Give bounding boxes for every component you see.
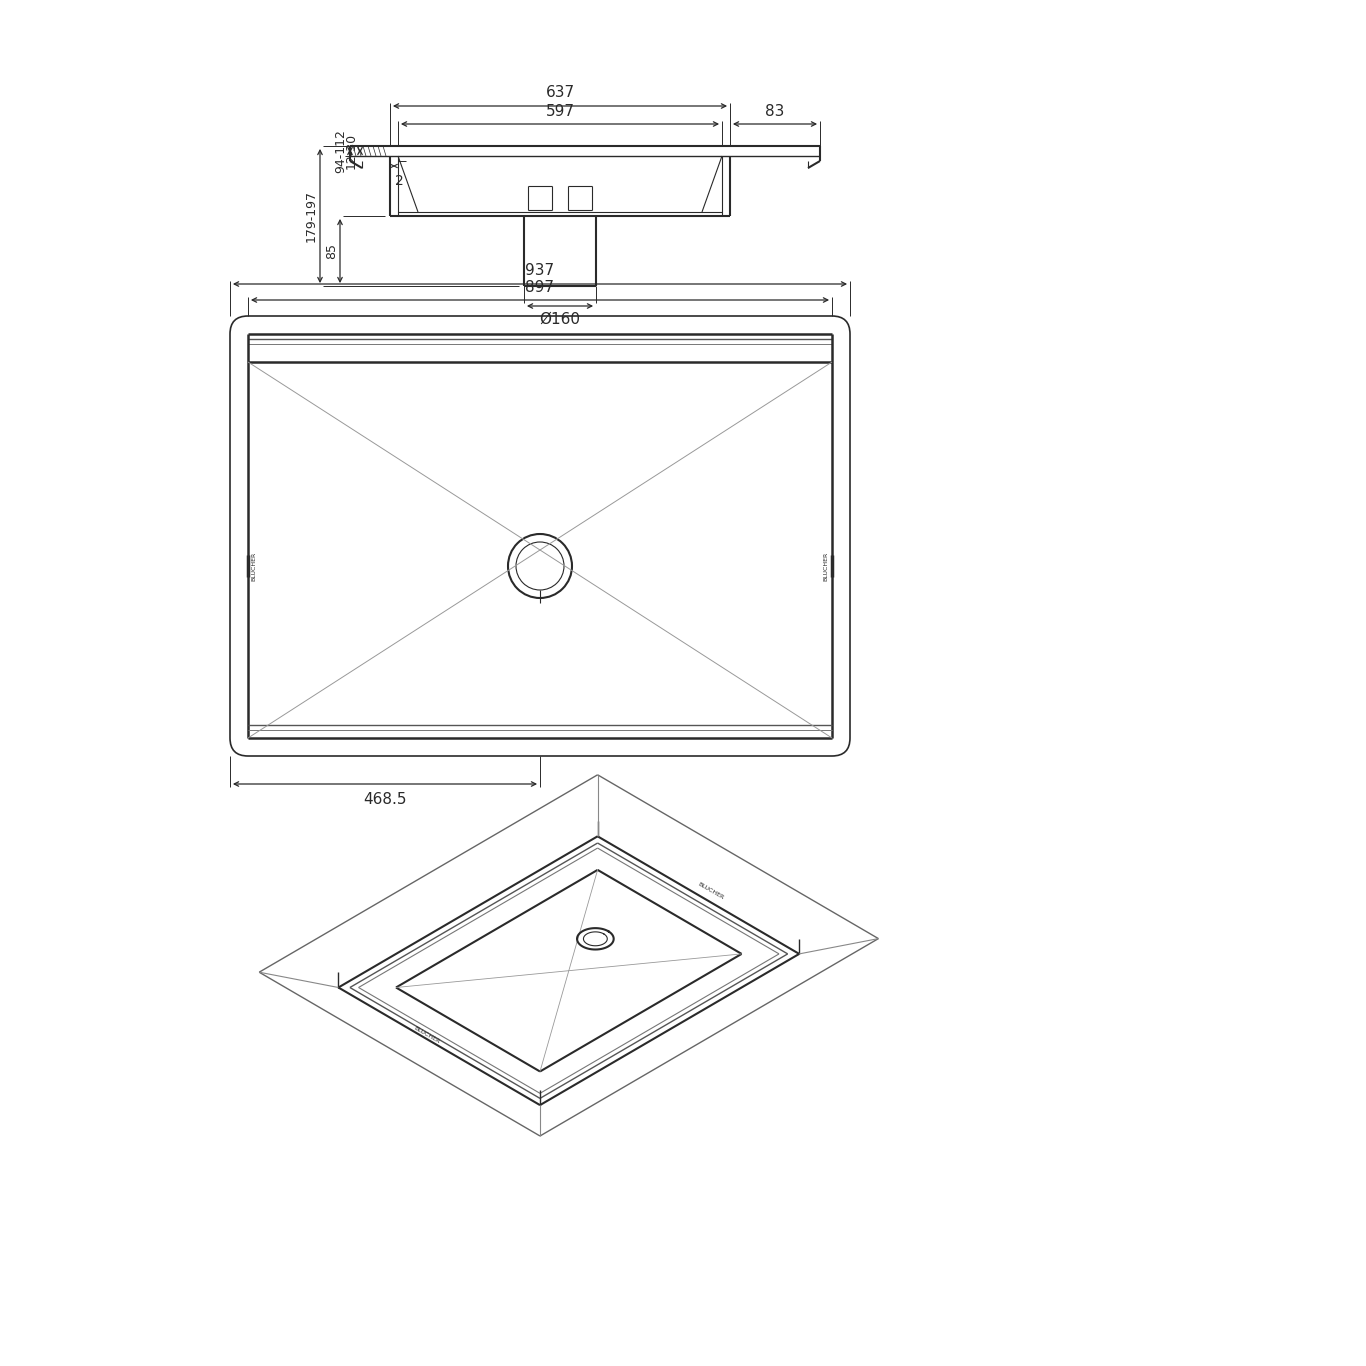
Text: 12-30: 12-30: [346, 133, 358, 169]
Text: BLUCHER: BLUCHER: [413, 1026, 441, 1045]
Text: 2: 2: [395, 173, 403, 189]
Text: Ø160: Ø160: [540, 311, 581, 326]
Text: 83: 83: [765, 104, 784, 119]
Text: 597: 597: [545, 104, 575, 119]
Text: 179-197: 179-197: [305, 190, 318, 242]
Text: 937: 937: [526, 264, 555, 279]
Text: 94-112: 94-112: [335, 128, 347, 173]
Text: BLUCHER: BLUCHER: [697, 881, 724, 900]
Text: 897: 897: [526, 280, 555, 295]
Text: BLUCHER: BLUCHER: [824, 552, 829, 581]
Text: 85: 85: [325, 243, 337, 260]
Text: BLUCHER: BLUCHER: [251, 552, 257, 581]
Text: 468.5: 468.5: [363, 792, 407, 807]
Text: 637: 637: [545, 85, 575, 100]
